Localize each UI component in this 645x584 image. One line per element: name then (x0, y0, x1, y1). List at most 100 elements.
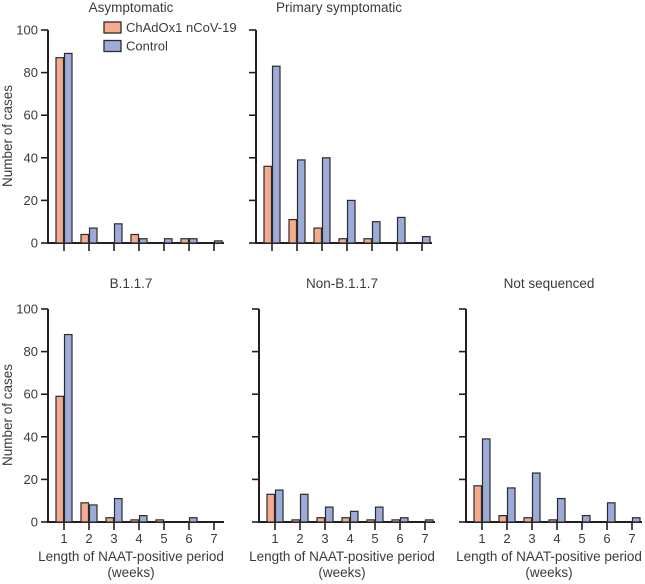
x-tick-label: 5 (371, 531, 378, 546)
y-tick-label: 100 (16, 23, 38, 38)
panel-b-1-1-7: B.1.1.7 0 20 40 60 80 100 1 2 3 4 5 6 7 Length of NAAT… (16, 276, 224, 580)
x-tick-label: 7 (421, 531, 428, 546)
bar-control (349, 510, 359, 523)
y-tick-label: 0 (31, 515, 38, 530)
x-tick-label: 2 (85, 531, 92, 546)
bar-control (138, 238, 148, 244)
y-tick-label: 0 (31, 236, 38, 251)
bar-chadox1 (341, 517, 351, 523)
y-tick-label: 60 (24, 108, 38, 123)
bar-control (346, 199, 356, 244)
bar-control (296, 159, 306, 244)
bar-control (271, 65, 281, 244)
x-axis-label-line2: (weeks) (525, 565, 572, 580)
x-tick-label: 5 (160, 531, 167, 546)
x-axis-label-line2: (weeks) (107, 565, 154, 580)
bar-chadox1 (473, 485, 483, 523)
x-tick-label: 6 (185, 531, 192, 546)
bar-chadox1 (263, 165, 273, 244)
x-tick-label: 1 (60, 531, 67, 546)
bar-control (531, 472, 541, 523)
bar-control (374, 506, 384, 523)
x-tick-label: 7 (210, 531, 217, 546)
x-axis-label-line1: Length of NAAT-positive period (249, 549, 435, 564)
bar-control (506, 487, 516, 523)
bar-control (63, 333, 73, 523)
bar-control (399, 517, 409, 523)
bar-chadox1 (105, 517, 115, 523)
bar-control (396, 216, 406, 244)
legend-label: Control (126, 39, 168, 54)
bar-control (321, 157, 331, 244)
y-tick-label: 60 (24, 387, 38, 402)
panel-not-sequenced: Not sequenced 1 2 3 4 5 6 7 Length of NAAT-posit… (456, 276, 642, 580)
bar-control (213, 240, 223, 244)
x-tick-label: 5 (578, 531, 585, 546)
y-tick-label: 20 (24, 472, 38, 487)
bar-chadox1 (366, 519, 376, 523)
y-axis-label: Number of cases (0, 364, 15, 466)
legend-swatch-chadox1-ncov-19 (103, 21, 122, 34)
bar-control (324, 506, 334, 523)
bar-chadox1 (266, 493, 276, 523)
bar-control (188, 517, 198, 523)
bar-control (606, 502, 616, 523)
x-tick-label: 6 (603, 531, 610, 546)
x-axis-label-line2: (weeks) (318, 565, 365, 580)
y-tick-label: 100 (16, 302, 38, 317)
panel-title: Primary symptomatic (276, 0, 402, 15)
y-tick-label: 20 (24, 193, 38, 208)
y-tick-label: 80 (24, 344, 38, 359)
bar-chadox1 (288, 218, 298, 244)
bar-control (113, 223, 123, 244)
bar-chadox1 (338, 238, 348, 244)
bar-chadox1 (498, 515, 508, 523)
y-tick-label: 80 (24, 65, 38, 80)
legend-label: ChAdOx1 nCoV-19 (126, 20, 237, 35)
bar-chadox1 (313, 227, 323, 244)
bar-chadox1 (130, 233, 140, 244)
bar-chadox1 (316, 517, 326, 523)
bar-control (188, 238, 198, 244)
bar-control (299, 493, 309, 523)
x-tick-label: 3 (528, 531, 535, 546)
x-tick-label: 4 (135, 531, 142, 546)
bar-control (481, 438, 491, 523)
bar-chadox1 (180, 238, 190, 244)
bar-chadox1 (291, 519, 301, 523)
y-tick-label: 40 (24, 429, 38, 444)
bar-control (88, 504, 98, 523)
panel-primary-symptomatic: Primary symptomatic (249, 0, 432, 251)
y-tick-label: 40 (24, 150, 38, 165)
bar-control (371, 221, 381, 244)
panel-title: Non-B.1.1.7 (306, 276, 378, 291)
x-tick-label: 6 (396, 531, 403, 546)
panel-title: B.1.1.7 (110, 276, 153, 291)
bar-chadox1 (80, 502, 90, 523)
panel-asymptomatic: Asymptomatic 0 20 40 60 80 100 ChAdOx1 nCoV-19 C… (16, 0, 237, 251)
x-tick-label: 3 (110, 531, 117, 546)
panel-title: Asymptomatic (89, 0, 174, 15)
bar-control (138, 515, 148, 523)
bar-chadox1 (523, 517, 533, 523)
x-tick-label: 1 (271, 531, 278, 546)
x-tick-label: 4 (553, 531, 560, 546)
x-tick-label: 3 (321, 531, 328, 546)
bar-control (88, 227, 98, 244)
x-tick-label: 2 (296, 531, 303, 546)
x-tick-label: 1 (478, 531, 485, 546)
bar-control (63, 52, 73, 244)
bar-control (113, 497, 123, 523)
bar-chadox1 (55, 57, 65, 244)
bar-control (421, 236, 431, 244)
bar-chadox1 (391, 519, 401, 523)
bar-chadox1 (548, 519, 558, 523)
bar-chadox1 (130, 519, 140, 523)
x-tick-label: 7 (628, 531, 635, 546)
x-axis-label-line1: Length of NAAT-positive period (38, 549, 224, 564)
bar-chadox1 (363, 238, 373, 244)
bar-chadox1 (155, 519, 165, 523)
panel-title: Not sequenced (504, 276, 595, 291)
